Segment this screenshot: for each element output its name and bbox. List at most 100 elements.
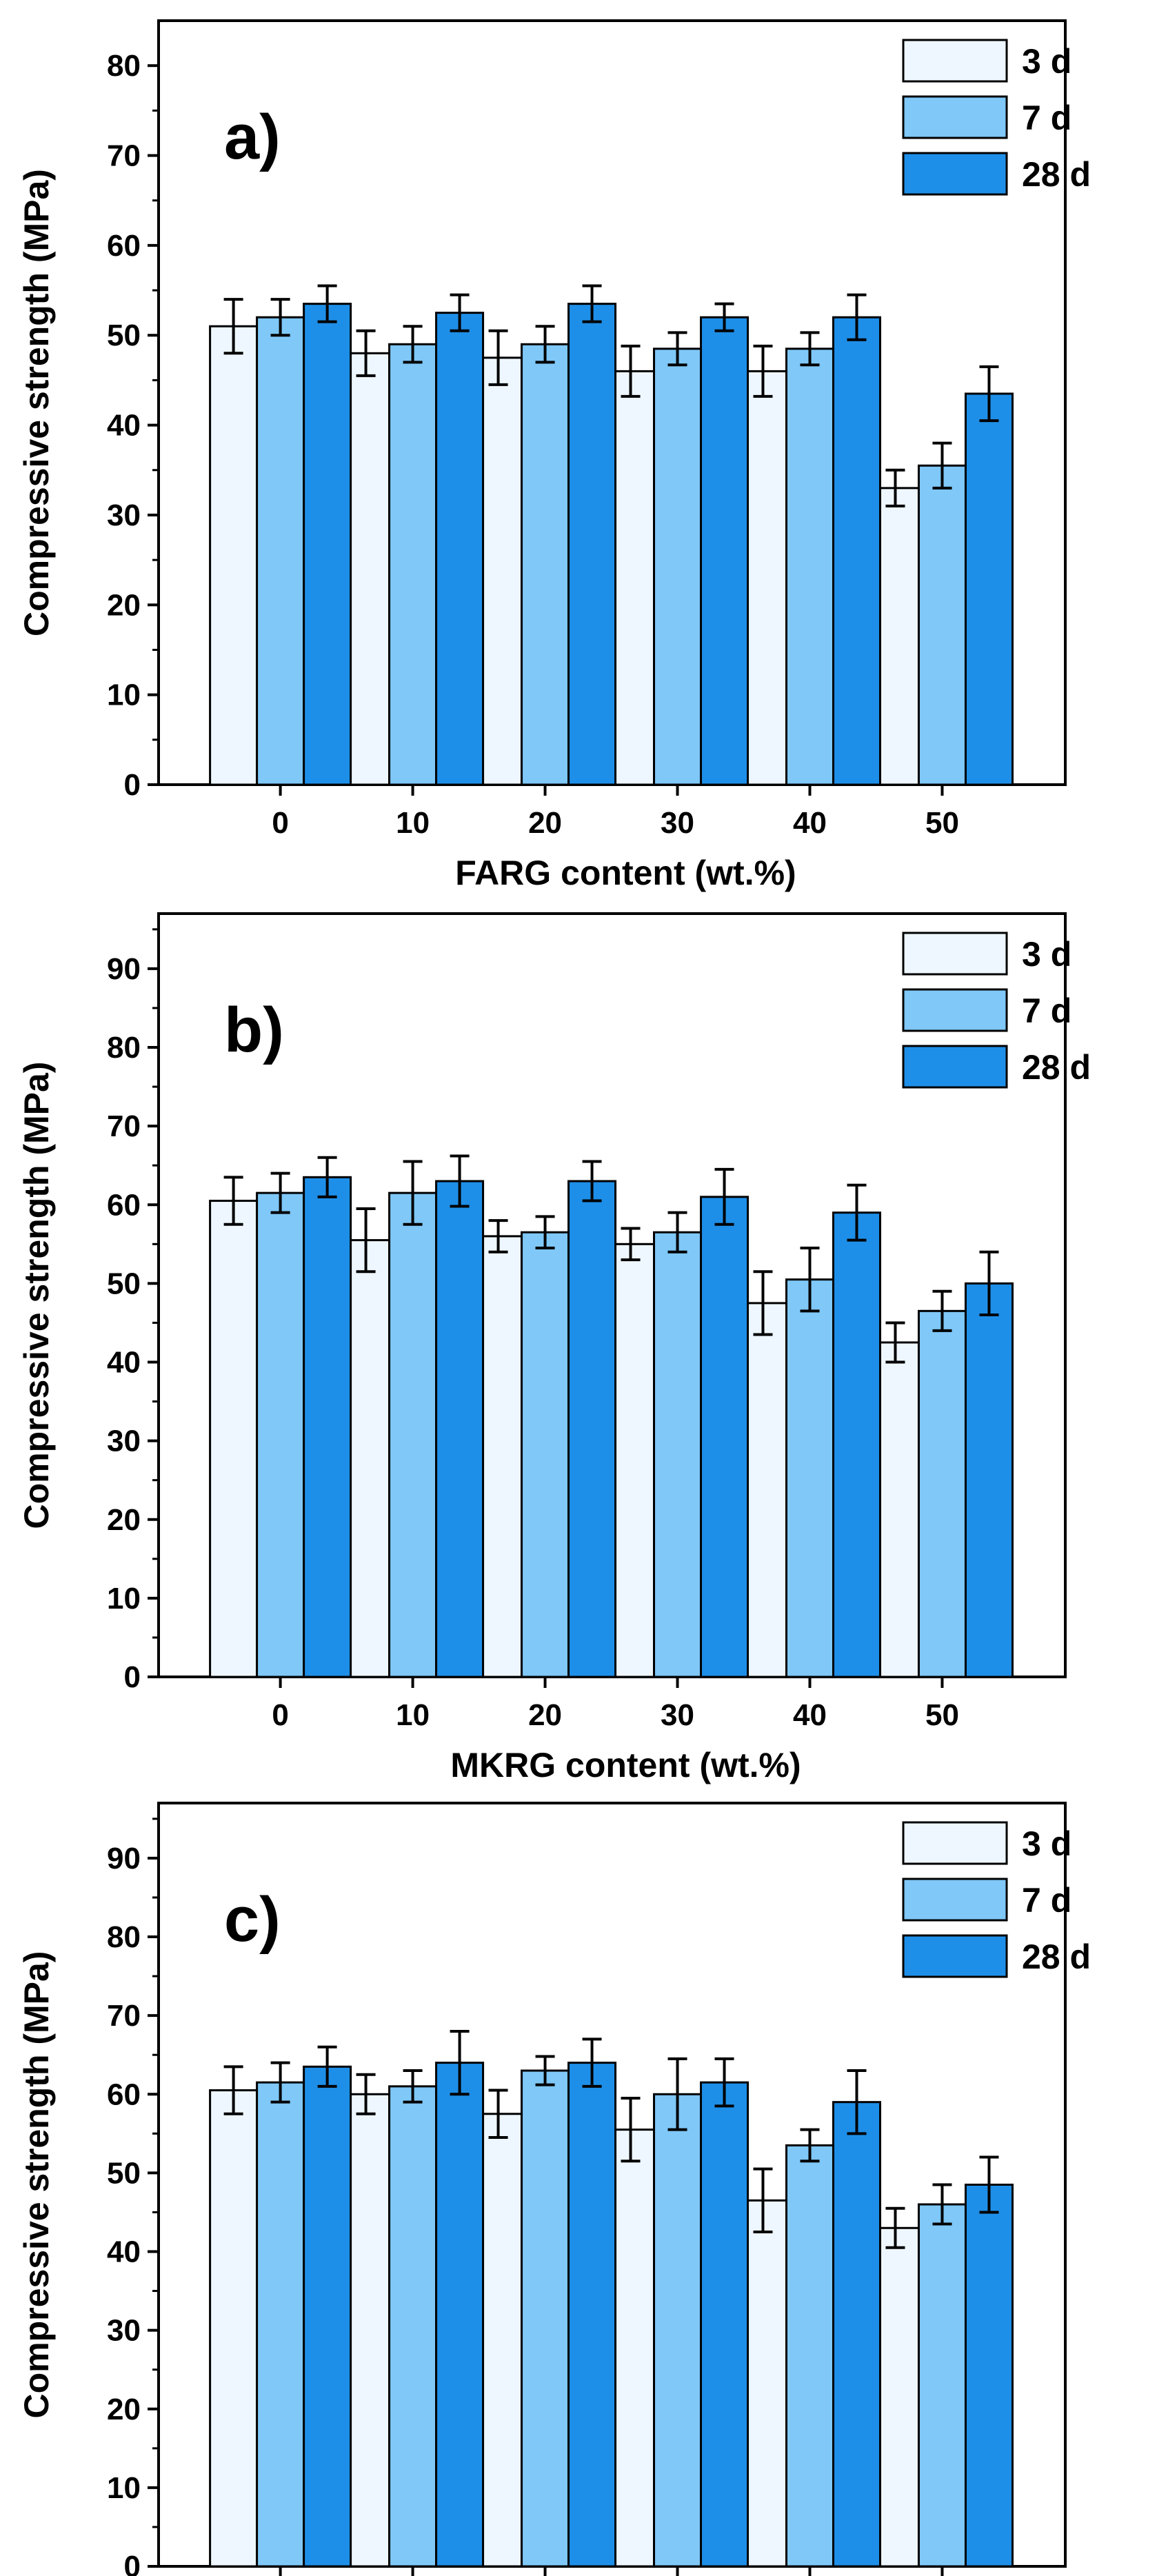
y-tick-label: 50 (107, 1267, 141, 1300)
legend-swatch-3d (902, 1821, 1008, 1865)
bar-28d-30 (700, 1196, 749, 1678)
bar-28d-10 (435, 2062, 485, 2568)
y-tick-label: 80 (107, 49, 141, 83)
bar-28d-10 (435, 312, 485, 786)
bar-28d-50 (964, 1282, 1014, 1678)
y-tick-label: 90 (107, 952, 141, 986)
bar-7d-50 (917, 2203, 967, 2568)
x-tick-label: 0 (272, 1698, 288, 1732)
bar-28d-50 (964, 392, 1014, 786)
x-tick-label: 20 (528, 1698, 562, 1732)
y-tick-label: 10 (107, 2471, 141, 2505)
x-tick-label: 40 (793, 1698, 827, 1732)
bar-28d-30 (700, 316, 749, 786)
bar-7d-0 (256, 1191, 305, 1678)
legend-label: 3 d (1022, 42, 1072, 81)
bar-7d-10 (388, 2085, 438, 2568)
y-tick-label: 70 (107, 139, 141, 173)
x-tick-label: 10 (396, 806, 430, 840)
legend-swatch-28d (902, 1045, 1008, 1089)
legend-swatch-28d (902, 1934, 1008, 1978)
x-tick-label: 0 (272, 806, 288, 840)
legend-label: 7 d (1022, 1881, 1072, 1920)
y-tick-label: 20 (107, 1503, 141, 1537)
bar-28d-20 (567, 2062, 617, 2568)
x-tick-label: 30 (661, 1698, 694, 1732)
y-tick-label: 40 (107, 2235, 141, 2269)
legend-swatch-7d (902, 988, 1008, 1032)
legend-swatch-28d (902, 152, 1008, 196)
chart-panel-c: 010203040506070809001020304050FARG conte… (17, 1802, 1091, 2576)
bar-7d-40 (785, 1278, 834, 1678)
legend-label: 3 d (1022, 1824, 1072, 1863)
bar-28d-30 (700, 2081, 749, 2568)
bar-28d-0 (303, 2065, 352, 2568)
legend-label: 28 d (1022, 1048, 1091, 1087)
y-tick-label: 80 (107, 1920, 141, 1954)
bar-3d-0 (209, 1200, 259, 1678)
bar-28d-40 (832, 316, 881, 786)
x-tick-label: 50 (925, 806, 959, 840)
bar-7d-30 (653, 348, 703, 786)
y-tick-label: 80 (107, 1031, 141, 1065)
legend-swatch-7d (902, 1878, 1008, 1922)
y-tick-label: 50 (107, 2156, 141, 2190)
y-tick-label: 60 (107, 2077, 141, 2111)
bar-7d-30 (653, 2093, 703, 2568)
y-tick-label: 60 (107, 1188, 141, 1222)
x-tick-label: 10 (396, 1698, 430, 1732)
bar-28d-0 (303, 303, 352, 786)
bar-7d-20 (521, 2069, 570, 2568)
x-tick-label: 50 (925, 1698, 959, 1732)
y-tick-label: 40 (107, 1346, 141, 1380)
legend-label: 3 d (1022, 935, 1072, 974)
y-tick-label: 30 (107, 1425, 141, 1458)
x-axis-title: MKRG content (wt.%) (450, 1746, 801, 1784)
x-tick-label: 30 (661, 806, 694, 840)
bar-7d-20 (521, 1231, 570, 1678)
y-axis-title: Compressive strength (MPa) (17, 169, 56, 636)
y-tick-label: 50 (107, 319, 141, 352)
x-tick-label: 20 (528, 806, 562, 840)
bar-7d-30 (653, 1231, 703, 1678)
bar-7d-40 (785, 348, 834, 786)
y-tick-label: 10 (107, 678, 141, 712)
y-tick-label: 20 (107, 2393, 141, 2426)
bar-7d-40 (785, 2144, 834, 2568)
y-tick-label: 30 (107, 499, 141, 532)
y-tick-label: 20 (107, 588, 141, 622)
legend-label: 28 d (1022, 1938, 1091, 1976)
bar-28d-0 (303, 1176, 352, 1678)
x-tick-label: 40 (793, 806, 827, 840)
y-axis-title: Compressive strength (MPa) (17, 1062, 56, 1529)
bar-7d-50 (917, 464, 967, 786)
bar-28d-10 (435, 1180, 485, 1678)
bar-7d-50 (917, 1309, 967, 1678)
y-tick-label: 0 (124, 768, 141, 802)
y-tick-label: 90 (107, 1842, 141, 1875)
bar-28d-40 (832, 1211, 881, 1678)
panel-label: a) (224, 102, 281, 172)
legend-label: 7 d (1022, 992, 1072, 1030)
chart-panel-a: 0 10 20 30 40 50 60 70 80 0 10 20 30 40 50 FARG content… (17, 19, 1091, 892)
panel-label: b) (224, 995, 284, 1065)
bar-3d-0 (209, 2089, 259, 2568)
legend-swatch-3d (902, 39, 1008, 83)
y-tick-label: 70 (107, 1999, 141, 2033)
legend-label: 7 d (1022, 99, 1072, 137)
legend-swatch-3d (902, 932, 1008, 976)
bar-28d-50 (964, 2184, 1014, 2568)
bar-7d-0 (256, 2081, 305, 2568)
y-tick-label: 10 (107, 1582, 141, 1616)
bar-7d-0 (256, 316, 305, 786)
bar-28d-20 (567, 1180, 617, 1678)
y-tick-label: 70 (107, 1109, 141, 1143)
y-tick-label: 40 (107, 409, 141, 443)
bar-7d-10 (388, 343, 438, 786)
chart-panel-b: 0 10 20 30 40 50 60 70 80 90 0 10 20 30 40 50 MKRG conte… (17, 912, 1091, 1784)
bar-3d-0 (209, 325, 259, 786)
bar-28d-20 (567, 303, 617, 786)
bar-28d-40 (832, 2101, 881, 2568)
y-tick-label: 0 (124, 2550, 141, 2576)
panel-label: c) (224, 1884, 281, 1955)
